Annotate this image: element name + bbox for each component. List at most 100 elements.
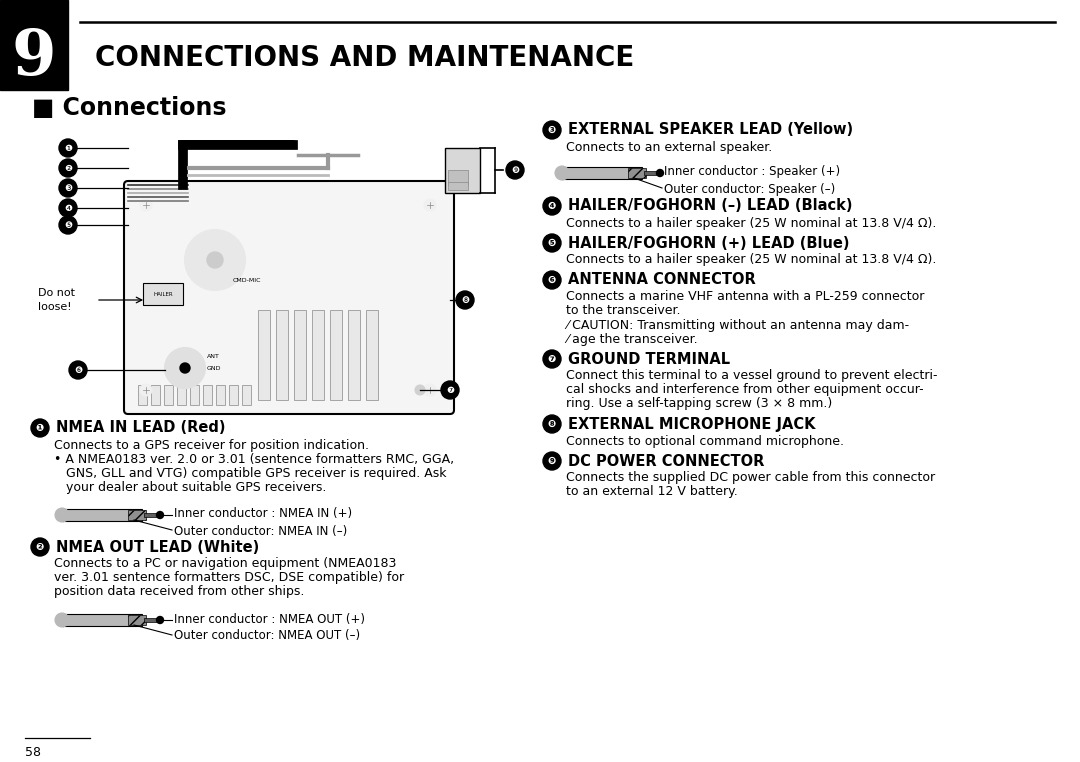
Bar [348, 310, 360, 400]
Circle shape [55, 508, 69, 522]
Circle shape [424, 384, 436, 396]
Circle shape [555, 166, 569, 180]
Text: Inner conductor : NMEA IN (+): Inner conductor : NMEA IN (+) [174, 507, 352, 520]
Text: Outer conductor: NMEA OUT (–): Outer conductor: NMEA OUT (–) [174, 629, 360, 642]
Circle shape [543, 121, 561, 139]
Bar [445, 148, 480, 193]
Circle shape [441, 381, 459, 399]
Bar [177, 385, 186, 405]
Circle shape [59, 199, 77, 217]
Text: ❺: ❺ [548, 238, 556, 248]
Circle shape [31, 538, 49, 556]
Bar [562, 167, 642, 179]
Text: ver. 3.01 sentence formatters DSC, DSE compatible) for: ver. 3.01 sentence formatters DSC, DSE c… [54, 572, 404, 584]
Text: ❸: ❸ [64, 184, 72, 193]
Text: Connects to optional command microphone.: Connects to optional command microphone. [566, 434, 843, 447]
Circle shape [59, 139, 77, 157]
Text: ring. Use a self-tapping screw (3 × 8 mm.): ring. Use a self-tapping screw (3 × 8 mm… [566, 398, 833, 411]
Bar [258, 310, 270, 400]
Text: • A NMEA0183 ver. 2.0 or 3.01 (sentence formatters RMC, GGA,: • A NMEA0183 ver. 2.0 or 3.01 (sentence … [54, 453, 454, 466]
Text: ANTENNA CONNECTOR: ANTENNA CONNECTOR [568, 273, 756, 287]
Bar [203, 385, 212, 405]
Bar [144, 618, 158, 622]
Text: ❶: ❶ [64, 143, 72, 152]
Circle shape [543, 234, 561, 252]
Circle shape [31, 419, 49, 437]
Text: Connects to a hailer speaker (25 W nominal at 13.8 V/4 Ω).: Connects to a hailer speaker (25 W nomin… [566, 254, 936, 267]
Bar [129, 510, 146, 520]
Text: CONNECTIONS AND MAINTENANCE: CONNECTIONS AND MAINTENANCE [95, 44, 634, 72]
Bar [448, 182, 468, 190]
Circle shape [69, 361, 87, 379]
Circle shape [543, 350, 561, 368]
Text: ❾: ❾ [511, 165, 519, 174]
Text: EXTERNAL SPEAKER LEAD (Yellow): EXTERNAL SPEAKER LEAD (Yellow) [568, 123, 853, 137]
Text: ❼: ❼ [446, 386, 454, 395]
Text: ❻: ❻ [548, 275, 556, 285]
Text: GROUND TERMINAL: GROUND TERMINAL [568, 351, 730, 367]
Text: HAILER/FOGHORN (–) LEAD (Black): HAILER/FOGHORN (–) LEAD (Black) [568, 198, 852, 213]
Text: Outer conductor: Speaker (–): Outer conductor: Speaker (–) [664, 183, 835, 196]
Text: Connects to an external speaker.: Connects to an external speaker. [566, 140, 772, 153]
Bar [62, 614, 141, 626]
Text: GNS, GLL and VTG) compatible GPS receiver is required. Ask: GNS, GLL and VTG) compatible GPS receive… [54, 466, 446, 479]
Text: ❼: ❼ [548, 354, 556, 364]
Text: Connect this terminal to a vessel ground to prevent electri-: Connect this terminal to a vessel ground… [566, 370, 937, 383]
Text: GND: GND [207, 366, 221, 370]
Text: ❹: ❹ [64, 203, 72, 213]
Circle shape [157, 511, 163, 518]
Text: Connects to a PC or navigation equipment (NMEA0183: Connects to a PC or navigation equipment… [54, 558, 396, 571]
Text: ❸: ❸ [548, 125, 556, 135]
Bar [129, 615, 146, 625]
Circle shape [59, 159, 77, 177]
FancyBboxPatch shape [124, 181, 454, 414]
Bar [138, 385, 147, 405]
Bar [229, 385, 238, 405]
Circle shape [424, 199, 436, 211]
Text: NMEA IN LEAD (Red): NMEA IN LEAD (Red) [56, 421, 226, 436]
Text: your dealer about suitable GPS receivers.: your dealer about suitable GPS receivers… [54, 481, 326, 494]
Circle shape [456, 291, 474, 309]
Circle shape [157, 616, 163, 623]
Text: Inner conductor : Speaker (+): Inner conductor : Speaker (+) [664, 165, 840, 178]
Circle shape [543, 452, 561, 470]
Text: DC POWER CONNECTOR: DC POWER CONNECTOR [568, 453, 765, 469]
Circle shape [415, 385, 426, 395]
Bar [330, 310, 342, 400]
Bar [366, 310, 378, 400]
Bar [242, 385, 251, 405]
Text: Outer conductor: NMEA IN (–): Outer conductor: NMEA IN (–) [174, 524, 348, 537]
Circle shape [140, 384, 152, 396]
Bar [627, 168, 646, 178]
Bar [294, 310, 306, 400]
Bar [276, 310, 288, 400]
Circle shape [59, 216, 77, 234]
Bar [216, 385, 225, 405]
Text: Connects to a hailer speaker (25 W nominal at 13.8 V/4 Ω).: Connects to a hailer speaker (25 W nomin… [566, 216, 936, 229]
Text: cal shocks and interference from other equipment occur-: cal shocks and interference from other e… [566, 383, 923, 396]
Text: position data received from other ships.: position data received from other ships. [54, 585, 305, 598]
Text: ⁄ CAUTION: Transmitting without an antenna may dam-: ⁄ CAUTION: Transmitting without an anten… [566, 319, 909, 331]
Text: ⁄ age the transceiver.: ⁄ age the transceiver. [566, 332, 698, 345]
Text: ■ Connections: ■ Connections [32, 96, 227, 120]
Text: to an external 12 V battery.: to an external 12 V battery. [566, 485, 738, 498]
Text: ❷: ❷ [36, 542, 44, 552]
Bar [644, 171, 658, 175]
Bar [164, 385, 173, 405]
Circle shape [165, 348, 205, 388]
Circle shape [543, 271, 561, 289]
Text: to the transceiver.: to the transceiver. [566, 305, 680, 318]
Bar [190, 385, 199, 405]
Text: 58: 58 [25, 745, 41, 758]
Bar [312, 310, 324, 400]
Text: Connects a marine VHF antenna with a PL-259 connector: Connects a marine VHF antenna with a PL-… [566, 290, 924, 303]
Circle shape [657, 169, 663, 177]
Text: Do not: Do not [38, 288, 75, 298]
Circle shape [185, 230, 245, 290]
Text: loose!: loose! [38, 302, 71, 312]
Bar [62, 509, 141, 521]
Text: EXTERNAL MICROPHONE JACK: EXTERNAL MICROPHONE JACK [568, 417, 815, 431]
Bar [143, 283, 183, 305]
Text: Inner conductor : NMEA OUT (+): Inner conductor : NMEA OUT (+) [174, 613, 365, 626]
Text: ❷: ❷ [64, 164, 72, 172]
